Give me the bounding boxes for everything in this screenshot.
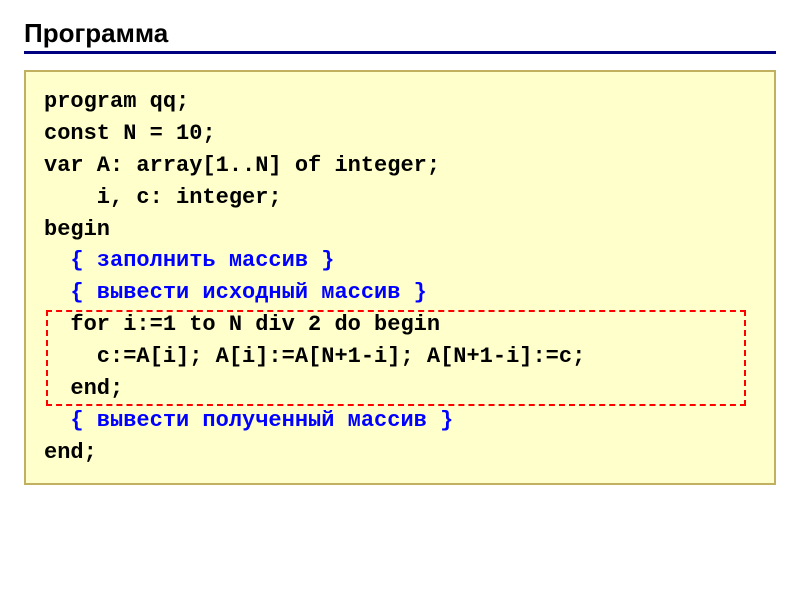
code-line: c:=A[i]; A[i]:=A[N+1-i]; A[N+1-i]:=c; <box>44 341 756 373</box>
slide-title: Программа <box>24 18 776 49</box>
code-line: end; <box>44 373 756 405</box>
code-line: for i:=1 to N div 2 do begin <box>44 309 756 341</box>
code-line: const N = 10; <box>44 118 756 150</box>
code-line: { вывести исходный массив } <box>44 277 756 309</box>
code-line: { заполнить массив } <box>44 245 756 277</box>
code-line: var A: array[1..N] of integer; <box>44 150 756 182</box>
slide-container: Программа program qq;const N = 10;var A:… <box>0 0 800 503</box>
code-line: begin <box>44 214 756 246</box>
code-block: program qq;const N = 10;var A: array[1..… <box>24 70 776 485</box>
code-line: program qq; <box>44 86 756 118</box>
title-underline <box>24 51 776 54</box>
code-line: end; <box>44 437 756 469</box>
code-line: { вывести полученный массив } <box>44 405 756 437</box>
code-line: i, c: integer; <box>44 182 756 214</box>
